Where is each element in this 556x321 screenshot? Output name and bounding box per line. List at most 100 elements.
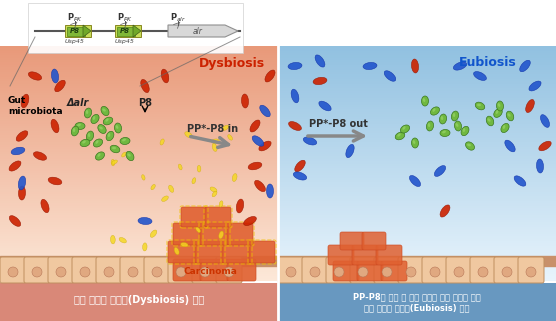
Bar bbox=[278, 51, 556, 53]
Ellipse shape bbox=[197, 165, 201, 172]
Ellipse shape bbox=[454, 121, 461, 131]
Bar bbox=[0, 53, 278, 56]
Bar bbox=[278, 246, 556, 248]
Ellipse shape bbox=[96, 140, 98, 144]
Bar bbox=[0, 81, 278, 83]
Bar bbox=[0, 131, 278, 133]
Text: PP*-P8 out: PP*-P8 out bbox=[309, 119, 368, 129]
Bar bbox=[0, 142, 278, 145]
Ellipse shape bbox=[363, 62, 377, 70]
Circle shape bbox=[32, 267, 42, 277]
Bar bbox=[278, 211, 556, 213]
FancyBboxPatch shape bbox=[24, 257, 50, 283]
Ellipse shape bbox=[260, 105, 270, 117]
FancyBboxPatch shape bbox=[173, 259, 202, 281]
FancyBboxPatch shape bbox=[205, 207, 231, 227]
Bar bbox=[0, 76, 278, 79]
Bar bbox=[278, 145, 556, 147]
Bar bbox=[0, 227, 278, 229]
Ellipse shape bbox=[495, 110, 498, 114]
Ellipse shape bbox=[477, 104, 481, 106]
FancyBboxPatch shape bbox=[374, 257, 400, 283]
Ellipse shape bbox=[266, 184, 274, 198]
Text: alr: alr bbox=[193, 27, 203, 36]
Bar bbox=[278, 173, 556, 175]
Bar bbox=[0, 187, 278, 189]
Ellipse shape bbox=[127, 153, 131, 157]
Ellipse shape bbox=[508, 113, 510, 117]
Bar bbox=[278, 74, 556, 76]
Ellipse shape bbox=[303, 137, 317, 145]
FancyBboxPatch shape bbox=[67, 27, 85, 36]
FancyBboxPatch shape bbox=[192, 257, 218, 283]
Bar bbox=[278, 255, 556, 257]
Bar bbox=[278, 93, 556, 95]
Ellipse shape bbox=[291, 89, 299, 103]
Bar bbox=[0, 58, 278, 60]
Bar bbox=[278, 253, 556, 255]
Bar bbox=[0, 152, 278, 154]
FancyBboxPatch shape bbox=[249, 241, 275, 263]
Bar bbox=[0, 204, 278, 206]
Bar bbox=[278, 147, 556, 149]
Bar bbox=[278, 189, 556, 192]
Ellipse shape bbox=[295, 160, 305, 172]
Bar bbox=[0, 119, 278, 121]
FancyBboxPatch shape bbox=[326, 257, 352, 283]
Ellipse shape bbox=[122, 152, 126, 157]
Circle shape bbox=[454, 267, 464, 277]
FancyBboxPatch shape bbox=[144, 257, 170, 283]
Ellipse shape bbox=[111, 235, 115, 244]
Bar bbox=[0, 248, 278, 250]
Ellipse shape bbox=[212, 143, 217, 152]
Ellipse shape bbox=[514, 176, 526, 186]
Bar bbox=[278, 260, 556, 262]
Text: 장내 미생물 불균형(Dysbiosis) 상태: 장내 미생물 불균형(Dysbiosis) 상태 bbox=[74, 295, 204, 305]
Ellipse shape bbox=[196, 227, 201, 232]
Bar bbox=[278, 109, 556, 112]
Text: $\mathbf{P}_{PK}$: $\mathbf{P}_{PK}$ bbox=[117, 12, 133, 24]
Bar bbox=[0, 69, 278, 72]
Ellipse shape bbox=[453, 62, 466, 70]
FancyBboxPatch shape bbox=[200, 259, 229, 281]
FancyBboxPatch shape bbox=[168, 241, 197, 263]
Ellipse shape bbox=[453, 113, 455, 117]
Bar bbox=[0, 250, 278, 253]
Ellipse shape bbox=[501, 124, 509, 133]
Bar bbox=[278, 265, 556, 267]
Ellipse shape bbox=[151, 184, 155, 190]
Bar bbox=[0, 154, 278, 156]
FancyBboxPatch shape bbox=[222, 241, 251, 263]
Ellipse shape bbox=[105, 118, 108, 122]
Bar bbox=[278, 248, 556, 250]
Bar bbox=[278, 272, 556, 274]
Bar bbox=[278, 163, 556, 166]
Ellipse shape bbox=[539, 141, 551, 151]
FancyBboxPatch shape bbox=[195, 241, 224, 263]
FancyBboxPatch shape bbox=[72, 257, 98, 283]
Text: Usp45: Usp45 bbox=[115, 39, 135, 44]
Bar bbox=[0, 262, 278, 265]
Bar bbox=[0, 283, 278, 321]
Ellipse shape bbox=[150, 230, 157, 237]
Circle shape bbox=[152, 267, 162, 277]
Bar bbox=[278, 225, 556, 227]
Bar bbox=[278, 95, 556, 98]
Ellipse shape bbox=[219, 231, 224, 239]
Ellipse shape bbox=[178, 164, 182, 170]
Ellipse shape bbox=[102, 108, 106, 112]
Ellipse shape bbox=[28, 72, 42, 80]
Bar bbox=[278, 107, 556, 109]
Ellipse shape bbox=[430, 107, 440, 115]
Bar bbox=[0, 279, 278, 281]
Bar bbox=[0, 166, 278, 168]
Ellipse shape bbox=[91, 115, 99, 124]
FancyBboxPatch shape bbox=[48, 257, 74, 283]
Bar bbox=[0, 234, 278, 236]
Bar bbox=[278, 76, 556, 79]
Bar bbox=[0, 88, 278, 91]
Ellipse shape bbox=[411, 138, 419, 148]
Ellipse shape bbox=[77, 124, 81, 126]
Ellipse shape bbox=[442, 131, 446, 134]
FancyBboxPatch shape bbox=[362, 232, 386, 250]
